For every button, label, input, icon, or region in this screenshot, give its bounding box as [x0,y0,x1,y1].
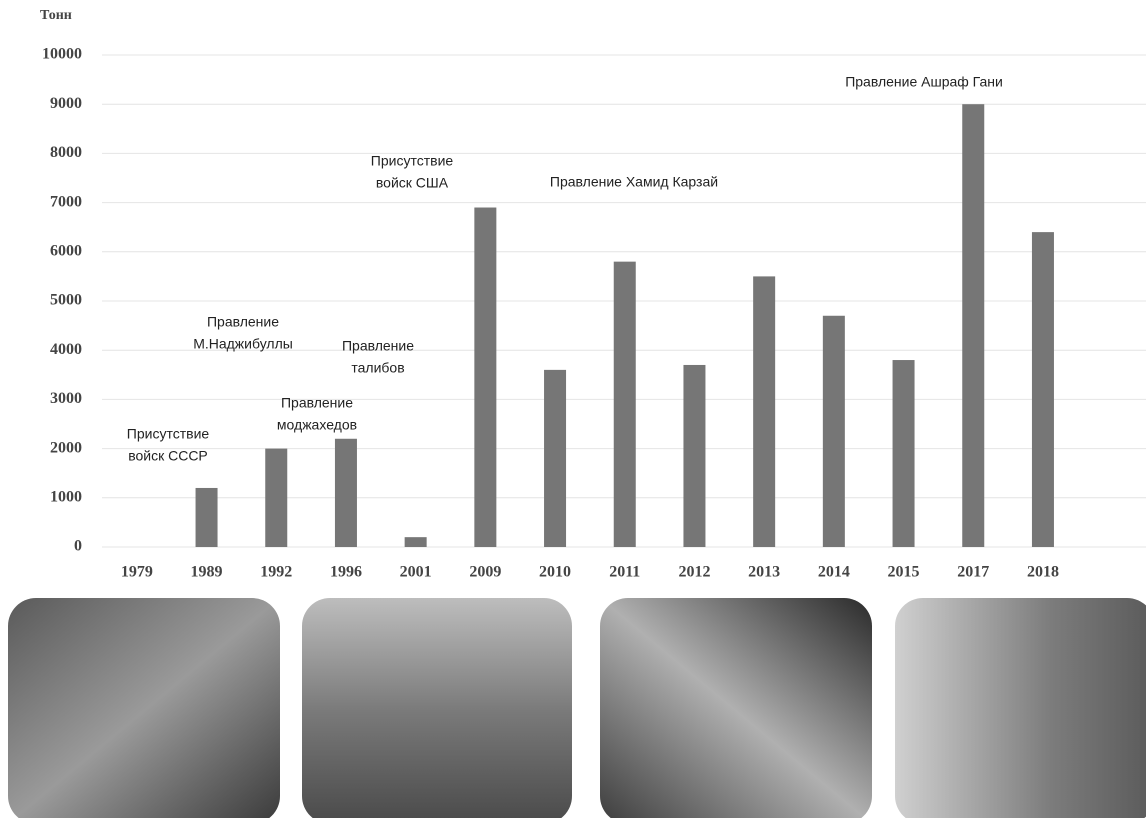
x-tick-label: 1979 [121,564,153,581]
y-tick-label: 1000 [50,488,82,505]
y-tick-label: 5000 [50,292,82,309]
photo [8,598,280,818]
bar [613,261,636,547]
annotation: Правление Ашраф Гани [845,74,1003,90]
annotation: Правление [207,314,279,330]
y-axis-label: Тонн [40,8,72,23]
annotation: Присутствие [371,153,454,169]
x-tick-label: 2015 [888,564,920,581]
x-tick-label: 2012 [678,564,710,581]
bar [404,537,427,547]
y-tick-label: 3000 [50,390,82,407]
bar [892,360,915,547]
x-tick-label: 2010 [539,564,571,581]
annotation: моджахедов [277,417,357,433]
x-tick-label: 1996 [330,564,362,581]
annotation: Правление Хамид Карзай [550,174,718,190]
y-tick-label: 4000 [50,341,82,358]
annotation: Правление [281,395,353,411]
bar [474,207,497,547]
bar [195,487,218,547]
bar [334,438,357,547]
annotation: войск СССР [128,448,208,464]
photo [302,598,572,818]
bar [265,448,288,547]
y-tick-label: 10000 [42,46,82,63]
annotation: войск США [376,175,449,191]
annotation: М.Наджибуллы [193,336,293,352]
x-tick-label: 2011 [609,564,640,581]
bar [822,315,845,547]
y-tick-label: 0 [74,538,82,555]
x-tick-label: 2017 [957,564,989,581]
x-tick-label: 1992 [260,564,292,581]
x-tick-label: 2001 [400,564,432,581]
y-tick-label: 9000 [50,95,82,112]
annotation: Присутствие [127,426,210,442]
y-tick-label: 2000 [50,439,82,456]
x-tick-label: 1989 [191,564,223,581]
photo [895,598,1146,818]
photo [600,598,872,818]
bar [962,104,985,547]
x-tick-label: 2018 [1027,564,1059,581]
x-tick-label: 2013 [748,564,780,581]
bar [544,369,567,547]
bar [1031,232,1054,547]
y-tick-label: 8000 [50,144,82,161]
y-tick-label: 7000 [50,193,82,210]
x-tick-label: 2014 [818,564,850,581]
annotation: талибов [351,360,404,376]
annotation: Правление [342,338,414,354]
x-tick-label: 2009 [469,564,501,581]
bar [683,364,706,547]
bar [753,276,776,547]
y-tick-label: 6000 [50,242,82,259]
